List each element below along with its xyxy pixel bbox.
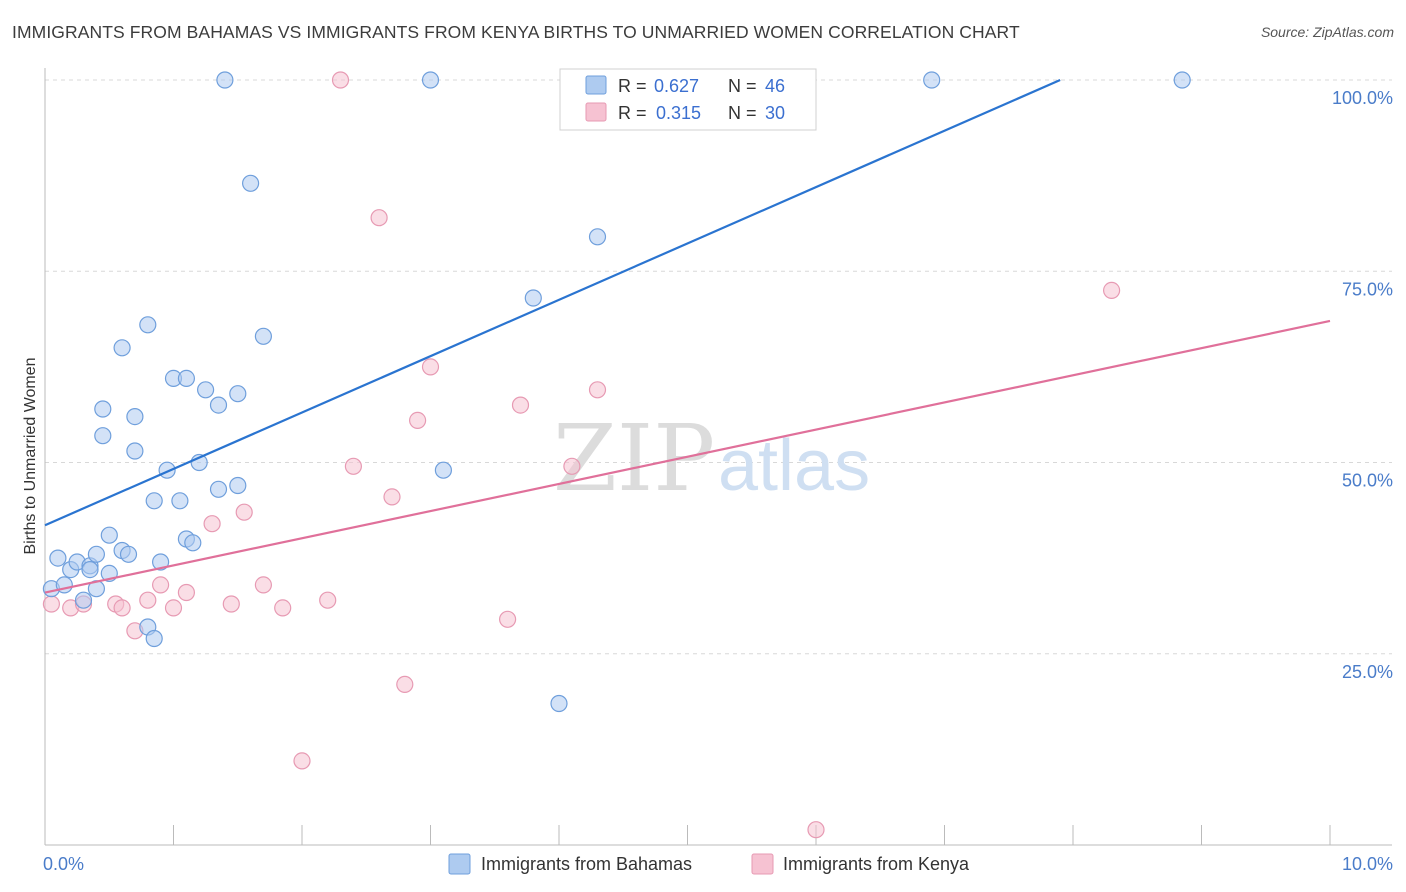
kenya-point-16 <box>319 591 337 609</box>
grid-layer <box>45 79 1392 655</box>
kenya-point-18 <box>344 457 362 475</box>
bahamas-point-39 <box>421 71 440 89</box>
bahamas-point-35 <box>229 385 247 403</box>
bahamas-point-14 <box>113 339 131 357</box>
bahamas-point-22 <box>145 629 163 648</box>
kenya-point-10 <box>203 515 221 533</box>
bahamas-point-38 <box>254 327 272 345</box>
legend-n-value-bahamas: 46 <box>765 76 785 96</box>
bahamas-point-45 <box>1173 71 1191 89</box>
legend-n-value-kenya: 30 <box>765 103 785 123</box>
bahamas-point-12 <box>100 526 118 544</box>
y-axis-label: Births to Unmarried Women <box>22 357 39 554</box>
tick-labels: 25.0% 50.0% 75.0% 100.0% 0.0% 10.0% <box>43 88 1393 874</box>
x-tick-label-max: 10.0% <box>1342 854 1393 874</box>
kenya-trend-line <box>44 319 1331 594</box>
legend-r-label-bahamas: R = <box>618 76 647 96</box>
kenya-point-23 <box>421 358 440 376</box>
legend-r-label-kenya: R = <box>618 103 647 123</box>
bahamas-point-33 <box>209 480 228 498</box>
watermark-atlas: atlas <box>718 426 870 506</box>
stats-legend: R = 0.627 N = 46 R = 0.315 N = 30 <box>559 68 817 131</box>
bahamas-point-41 <box>524 289 542 307</box>
bahamas-point-9 <box>87 545 106 563</box>
kenya-point-24 <box>499 610 517 628</box>
kenya-point-20 <box>383 488 401 506</box>
bahamas-points <box>42 71 1191 713</box>
bahamas-point-23 <box>152 553 170 571</box>
x-tick-label-min: 0.0% <box>43 854 84 874</box>
bahamas-point-19 <box>139 316 157 334</box>
y-tick-label-100: 100.0% <box>1332 88 1393 108</box>
kenya-point-22 <box>409 411 427 429</box>
series-legend: Immigrants from Bahamas Immigrants from … <box>448 853 970 875</box>
kenya-point-4 <box>113 599 131 617</box>
watermark-zip: ZIP <box>553 405 715 512</box>
bahamas-point-36 <box>229 476 247 495</box>
series-legend-label-bahamas: Immigrants from Bahamas <box>481 854 692 874</box>
bahamas-point-1 <box>49 549 67 567</box>
kenya-point-8 <box>164 599 183 617</box>
bahamas-point-31 <box>197 381 215 399</box>
trend-lines <box>44 78 1331 594</box>
bahamas-point-34 <box>216 71 234 89</box>
watermark: ZIP atlas <box>553 405 870 512</box>
chart-title: IMMIGRANTS FROM BAHAMAS VS IMMIGRANTS FR… <box>12 22 1020 42</box>
bahamas-point-40 <box>434 461 452 479</box>
legend-swatch-kenya <box>585 102 607 122</box>
kenya-point-0 <box>42 595 61 613</box>
kenya-point-29 <box>1102 281 1121 299</box>
legend-r-value-kenya: 0.315 <box>656 103 701 123</box>
bahamas-point-43 <box>588 228 607 246</box>
bahamas-point-37 <box>242 174 260 192</box>
bahamas-point-10 <box>94 427 112 445</box>
kenya-point-9 <box>177 583 195 602</box>
bahamas-point-42 <box>550 694 568 713</box>
bahamas-point-16 <box>119 545 138 563</box>
series-legend-swatch-bahamas <box>448 853 471 875</box>
bahamas-trend-line <box>44 78 1061 527</box>
bahamas-point-21 <box>145 492 163 510</box>
kenya-point-28 <box>807 821 825 839</box>
kenya-point-14 <box>274 599 292 617</box>
kenya-point-12 <box>235 503 253 521</box>
legend-r-value-bahamas: 0.627 <box>654 76 699 96</box>
y-tick-label-25: 25.0% <box>1342 662 1393 682</box>
bahamas-point-44 <box>923 71 941 89</box>
bahamas-point-26 <box>171 492 189 510</box>
kenya-point-15 <box>293 752 311 770</box>
kenya-point-26 <box>563 457 581 475</box>
kenya-point-13 <box>254 576 272 594</box>
kenya-point-27 <box>588 381 607 399</box>
kenya-point-6 <box>139 591 157 609</box>
bahamas-point-18 <box>126 408 144 426</box>
y-tick-label-50: 50.0% <box>1342 471 1393 491</box>
bahamas-point-29 <box>184 534 202 552</box>
kenya-points <box>42 71 1121 839</box>
bahamas-point-5 <box>74 591 93 609</box>
kenya-point-11 <box>222 595 240 613</box>
series-legend-swatch-kenya <box>751 853 774 875</box>
legend-swatch-bahamas <box>585 75 607 95</box>
kenya-point-25 <box>511 396 530 414</box>
bahamas-point-7 <box>81 560 99 579</box>
chart-source: Source: ZipAtlas.com <box>1260 24 1394 40</box>
bahamas-point-11 <box>94 400 112 418</box>
kenya-point-17 <box>331 71 350 89</box>
legend-n-label-kenya: N = <box>728 103 757 123</box>
y-tick-label-75: 75.0% <box>1342 279 1393 299</box>
axis-layer <box>44 68 1392 846</box>
kenya-point-19 <box>370 209 388 227</box>
kenya-point-7 <box>152 576 170 594</box>
kenya-point-21 <box>396 675 414 694</box>
legend-n-label-bahamas: N = <box>728 76 757 96</box>
bahamas-point-32 <box>209 396 228 414</box>
series-legend-label-kenya: Immigrants from Kenya <box>783 854 970 874</box>
bahamas-point-28 <box>177 369 195 387</box>
bahamas-point-17 <box>126 442 144 460</box>
